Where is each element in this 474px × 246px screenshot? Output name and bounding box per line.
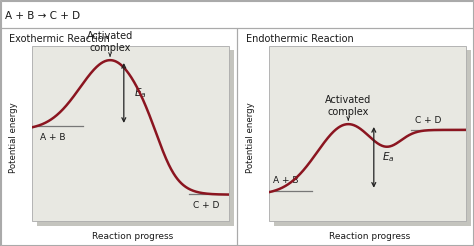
Text: Potential energy: Potential energy [246, 102, 255, 172]
Text: Reaction progress: Reaction progress [92, 232, 173, 241]
Text: Exothermic Reaction: Exothermic Reaction [9, 34, 110, 44]
Bar [37, 50, 234, 226]
Bar [274, 50, 471, 226]
Text: Potential energy: Potential energy [9, 102, 18, 172]
Text: A + B → C + D: A + B → C + D [5, 11, 80, 21]
Text: Endothermic Reaction: Endothermic Reaction [246, 34, 354, 44]
Text: Reaction progress: Reaction progress [329, 232, 410, 241]
Bar [269, 46, 465, 221]
Bar [32, 46, 228, 221]
